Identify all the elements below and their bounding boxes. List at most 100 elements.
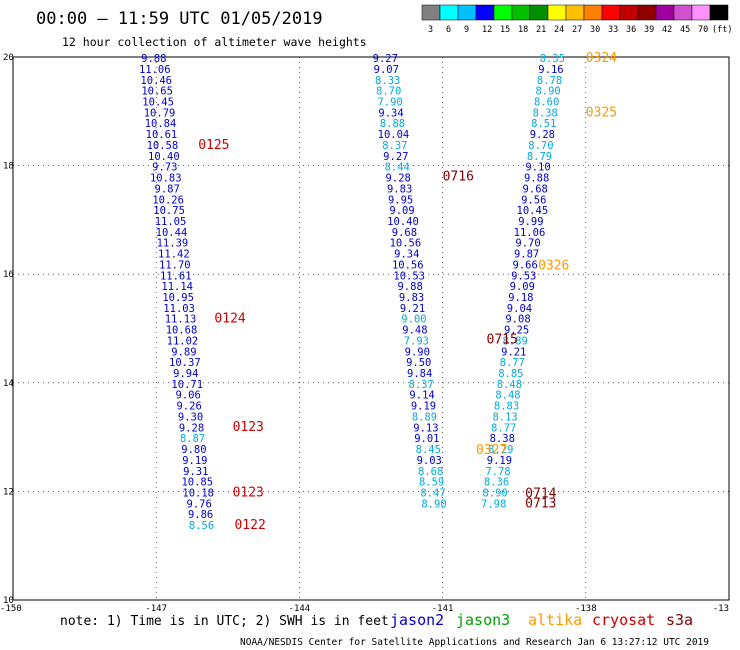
swh-value: 9.21 <box>400 303 425 315</box>
colorbar-label: (ft) <box>712 25 732 35</box>
swh-value: 8.89 <box>412 411 437 423</box>
colorbar-swatch <box>583 4 603 21</box>
swh-value: 9.68 <box>523 183 548 195</box>
colorbar-label: 36 <box>626 25 636 35</box>
colorbar-label: 33 <box>608 25 618 35</box>
swh-value: 8.33 <box>375 75 400 87</box>
swh-value: 10.45 <box>142 97 174 109</box>
colorbar-swatch <box>529 4 549 21</box>
altimeter-tracks: 9.8811.0610.4610.6510.4510.7910.8410.611… <box>139 53 565 532</box>
lon-tick-label: -141 <box>432 604 454 614</box>
swh-value: 9.50 <box>406 357 431 369</box>
swh-value: 11.70 <box>159 259 191 271</box>
swh-value: 10.40 <box>387 216 419 228</box>
swh-value: 9.99 <box>518 216 543 228</box>
colorbar-swatch <box>601 4 621 21</box>
swh-value: 8.47 <box>420 487 445 499</box>
swh-value: 10.40 <box>148 151 180 163</box>
track-c: 8.359.168.788.908.608.388.519.288.708.79… <box>481 53 565 510</box>
swh-value: 9.04 <box>507 303 532 315</box>
swh-value: 9.84 <box>407 368 432 380</box>
colorbar-swatch <box>691 4 711 21</box>
swh-value: 9.09 <box>389 205 414 217</box>
swh-value: 9.16 <box>538 64 563 76</box>
swh-value: 9.83 <box>387 183 412 195</box>
swh-value: 9.21 <box>501 346 526 358</box>
colorbar-swatch <box>421 4 441 21</box>
swh-value: 10.56 <box>392 259 424 271</box>
swh-value: 8.77 <box>500 357 525 369</box>
pass-number: 0715 <box>487 332 518 347</box>
legend-altika: altika <box>528 611 582 629</box>
colorbar-label: 30 <box>590 25 600 35</box>
colorbar-swatch <box>655 4 675 21</box>
swh-value: 9.73 <box>152 162 177 174</box>
swh-value: 11.61 <box>160 270 192 282</box>
swh-value: 9.88 <box>524 173 549 185</box>
lat-tick-label: 14 <box>3 379 14 389</box>
colorbar-label: 45 <box>680 25 690 35</box>
page-subtitle: 12 hour collection of altimeter wave hei… <box>62 35 367 49</box>
swh-value: 8.78 <box>537 75 562 87</box>
pass-number: 0324 <box>586 51 617 66</box>
swh-value: 9.28 <box>386 173 411 185</box>
colorbar-label: 70 <box>698 25 708 35</box>
swh-value: 10.75 <box>153 205 185 217</box>
colorbar-swatch <box>637 4 657 21</box>
swh-value: 8.68 <box>418 466 443 478</box>
swh-value: 8.38 <box>533 107 558 119</box>
swh-value: 8.77 <box>491 422 516 434</box>
swh-value: 9.34 <box>378 107 403 119</box>
footer-credit: NOAA/NESDIS Center for Satellite Applica… <box>240 637 709 648</box>
lon-tick-label: -144 <box>289 604 311 614</box>
swh-value: 9.53 <box>511 270 536 282</box>
colorbar-label: 6 <box>446 25 451 35</box>
swh-value: 8.45 <box>416 444 441 456</box>
swh-value: 10.79 <box>144 107 176 119</box>
swh-value: 9.90 <box>405 346 430 358</box>
swh-value: 8.60 <box>534 97 559 109</box>
swh-value: 9.56 <box>521 194 546 206</box>
swh-value: 9.76 <box>187 498 212 510</box>
colorbar-label: 3 <box>428 25 433 35</box>
swh-value: 9.95 <box>388 194 413 206</box>
legend-cryosat: cryosat <box>592 611 655 629</box>
swh-value: 8.51 <box>531 118 556 130</box>
pass-number: 0123 <box>233 420 264 435</box>
grid-lines <box>13 57 729 600</box>
swh-value: 9.88 <box>141 53 166 65</box>
swh-value: 9.07 <box>374 64 399 76</box>
colorbar-swatch <box>475 4 495 21</box>
swh-value: 11.06 <box>139 64 171 76</box>
swh-value: 10.18 <box>182 487 214 499</box>
lat-tick-label: 12 <box>3 487 14 497</box>
swh-value: 9.86 <box>188 509 213 521</box>
colorbar-label: 39 <box>644 25 654 35</box>
lat-tick-label: 10 <box>3 596 14 606</box>
swh-value: 8.79 <box>527 151 552 163</box>
colorbar-label: 42 <box>662 25 672 35</box>
swh-value: 8.90 <box>535 86 560 98</box>
colorbar-label: 15 <box>500 25 510 35</box>
swh-value: 9.19 <box>411 401 436 413</box>
swh-value: 9.89 <box>171 346 196 358</box>
colorbar-swatch <box>511 4 531 21</box>
swh-value: 9.08 <box>505 314 530 326</box>
swh-value: 10.85 <box>181 477 213 489</box>
swh-value: 9.18 <box>508 292 533 304</box>
colorbar-swatch <box>457 4 477 21</box>
track-b: 9.279.078.338.707.909.348.8810.048.379.2… <box>373 53 447 510</box>
swh-value: 8.48 <box>497 379 522 391</box>
swh-value: 9.70 <box>515 238 540 250</box>
colorbar-swatch <box>619 4 639 21</box>
page-title: 00:00 – 11:59 UTC 01/05/2019 <box>36 9 323 29</box>
swh-value: 8.56 <box>189 520 214 532</box>
pass-number: 0714 <box>525 486 556 501</box>
swh-value: 9.06 <box>176 390 201 402</box>
colorbar-label: 9 <box>464 25 469 35</box>
pass-number: 0325 <box>586 105 617 120</box>
swh-value: 9.34 <box>394 249 419 261</box>
lat-tick-label: 20 <box>3 53 14 63</box>
swh-value: 8.35 <box>540 53 565 65</box>
swh-value: 8.37 <box>408 379 433 391</box>
